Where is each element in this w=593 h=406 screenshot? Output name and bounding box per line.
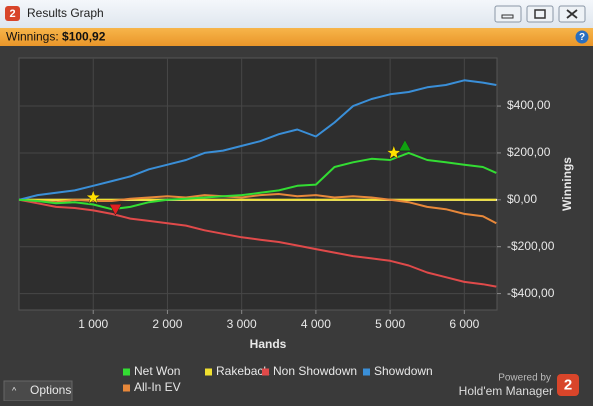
- series-line: [18, 198, 497, 288]
- summary-bar: [0, 28, 593, 46]
- y-tick-label: $200,00: [507, 145, 551, 159]
- y-tick-label: $400,00: [507, 98, 551, 112]
- winnings-label: Winnings:: [6, 30, 59, 44]
- help-icon: ?: [579, 32, 585, 43]
- y-tick-label: $0,00: [507, 192, 537, 206]
- winnings-summary: Winnings: $100,92: [6, 30, 106, 44]
- legend-swatch: [123, 368, 130, 376]
- minimize-icon: [501, 14, 514, 19]
- legend-label: Rakeback: [216, 364, 270, 378]
- winnings-value: $100,92: [62, 30, 106, 44]
- help-button[interactable]: [575, 30, 589, 44]
- event-marker: [109, 203, 122, 216]
- legend-label: Net Won: [134, 364, 180, 378]
- legend-swatch: [123, 384, 130, 392]
- series-line: [18, 193, 497, 225]
- x-tick-label: 5 000: [375, 317, 405, 331]
- series-line: [18, 151, 497, 211]
- maximize-button[interactable]: [526, 5, 554, 23]
- options-caret: ^: [12, 385, 17, 395]
- event-marker: [398, 139, 412, 152]
- series-line: [18, 79, 497, 201]
- maximize-icon: [534, 9, 546, 19]
- y-axis-label: Winnings: [560, 157, 574, 211]
- y-tick-label: -$200,00: [507, 239, 555, 253]
- x-tick-label: 1 000: [78, 317, 108, 331]
- legend-swatch: [205, 368, 212, 376]
- legend-swatch: [363, 368, 370, 376]
- app-logo: 2: [9, 8, 15, 20]
- brand-name: Hold'em Manager: [459, 384, 553, 398]
- legend-swatch: [262, 368, 269, 376]
- y-tick-label: -$400,00: [507, 286, 555, 300]
- options-label: Options: [30, 383, 71, 397]
- window-title: Results Graph: [27, 6, 104, 20]
- brand-logo-text: 2: [564, 376, 572, 393]
- legend-label: All-In EV: [134, 380, 181, 394]
- brand-logo: [557, 374, 579, 396]
- x-axis-label: Hands: [250, 337, 287, 351]
- x-tick-label: 2 000: [152, 317, 182, 331]
- event-marker: [85, 189, 102, 205]
- title-bar: [0, 0, 593, 28]
- legend-label: Showdown: [374, 364, 433, 378]
- legend-label: Non Showdown: [273, 364, 357, 378]
- minimize-button[interactable]: [494, 5, 522, 23]
- x-tick-label: 6 000: [449, 317, 479, 331]
- app-icon: [5, 6, 20, 21]
- close-icon: [566, 9, 578, 19]
- x-tick-label: 3 000: [227, 317, 257, 331]
- powered-by: Powered by: [498, 373, 551, 384]
- x-tick-label: 4 000: [301, 317, 331, 331]
